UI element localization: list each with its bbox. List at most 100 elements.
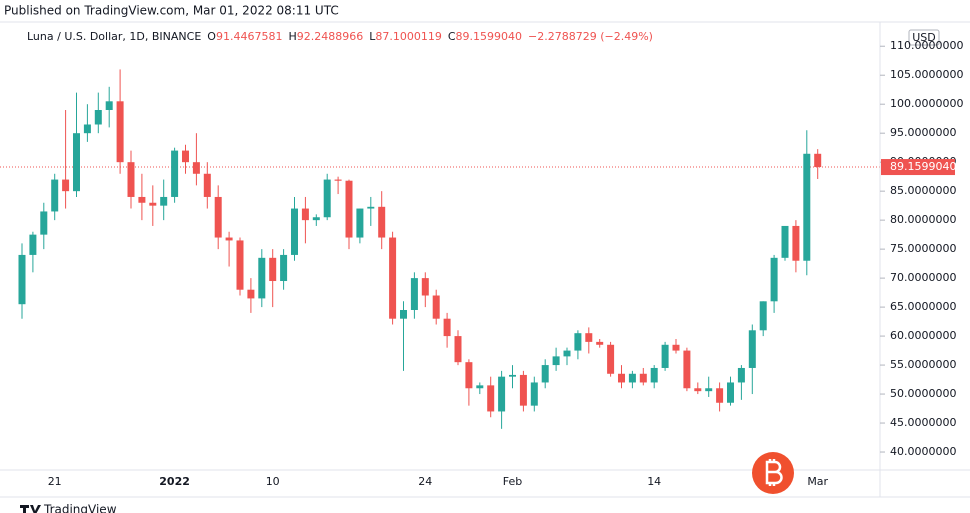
change: −2.2788729 (−2.49%): [528, 30, 653, 43]
candle-body: [498, 376, 506, 412]
candle-body: [149, 202, 157, 206]
candle-body: [301, 208, 309, 221]
candle-body: [83, 124, 91, 134]
candle-body: [62, 179, 70, 192]
o-value: 91.4467581: [216, 30, 282, 43]
candle-body: [182, 150, 189, 163]
candle-body: [694, 388, 702, 392]
brand-name: TradingView: [43, 503, 117, 513]
candle-body: [759, 301, 767, 331]
candle-body: [509, 374, 516, 377]
watermark-symbol: [765, 459, 783, 486]
candle-body: [29, 234, 37, 255]
candle-body: [138, 196, 146, 203]
c-label: C: [448, 30, 456, 43]
candle-body: [389, 237, 397, 319]
last-price-box: [881, 159, 955, 176]
candle-body: [716, 388, 724, 403]
x-tick-label: 14: [647, 475, 661, 488]
candle-body: [585, 333, 593, 342]
x-tick-label: 10: [266, 475, 280, 488]
candle-body: [476, 385, 484, 389]
candle-body: [367, 206, 375, 209]
candle-body: [618, 373, 625, 383]
y-tick-label: 55.0000000: [890, 358, 956, 371]
candle-body: [94, 110, 102, 125]
candle-body: [40, 211, 48, 235]
candle-body: [400, 310, 407, 319]
candle-body: [105, 101, 113, 110]
y-tick-label: 95.0000000: [890, 126, 956, 139]
o-label: O: [207, 30, 216, 43]
candle-body: [530, 382, 538, 406]
candle-body: [650, 367, 658, 383]
candle-body: [737, 367, 745, 383]
candle-body: [192, 162, 200, 174]
candle-body: [258, 257, 266, 299]
candle-body: [410, 278, 418, 310]
candle-body: [814, 153, 822, 168]
candle-body: [127, 162, 135, 197]
candle-body: [465, 362, 473, 389]
candle-body: [171, 150, 179, 197]
candle-body: [280, 254, 288, 282]
brand: TradingView: [20, 503, 117, 513]
currency-box[interactable]: [908, 29, 940, 46]
candle-body: [487, 385, 495, 412]
candle-body: [269, 257, 277, 282]
candle-body: [116, 101, 124, 163]
x-tick-label: Mar: [807, 475, 828, 488]
candle-body: [356, 208, 364, 238]
y-tick-label: 110.0000000: [890, 39, 963, 52]
y-tick-label: 65.0000000: [890, 300, 956, 313]
y-tick-label: 40.0000000: [890, 445, 956, 458]
candle-body: [312, 217, 320, 221]
h-label: H: [288, 30, 296, 43]
candle-body: [607, 344, 615, 374]
candle-body: [51, 179, 59, 212]
candle-body: [432, 295, 440, 319]
candle-body: [291, 208, 298, 255]
candle-body: [214, 196, 222, 238]
last-price-label: 89.1599040: [890, 160, 956, 173]
candle-body: [596, 341, 604, 345]
y-tick-label: 70.0000000: [890, 271, 956, 284]
candle-body: [672, 344, 680, 351]
currency[interactable]: USD: [912, 31, 936, 44]
candle-body: [18, 254, 26, 305]
candle-body: [683, 350, 691, 389]
candle-body: [781, 225, 789, 258]
candle-body: [639, 373, 647, 383]
candle-body: [628, 373, 636, 383]
y-tick-label: 60.0000000: [890, 329, 956, 342]
legend-title: Luna / U.S. Dollar, 1D, BINANCE: [27, 30, 201, 43]
l-value: 87.1000119: [375, 30, 441, 43]
candle-body: [552, 356, 560, 366]
candle-body: [73, 133, 80, 192]
candle-body: [345, 180, 353, 238]
candle-body: [748, 330, 756, 368]
x-tick-label: 2022: [159, 475, 190, 488]
candle-body: [421, 278, 429, 296]
candle-body: [160, 196, 168, 206]
candle-body: [378, 206, 386, 238]
y-tick-label: 100.0000000: [890, 97, 963, 110]
candle-body: [574, 333, 582, 351]
x-tick-label: 21: [48, 475, 62, 488]
legend: Luna / U.S. Dollar, 1D, BINANCE O91.44675…: [27, 30, 653, 43]
candle-body: [541, 365, 549, 383]
candle-body: [519, 374, 527, 406]
candle-body: [247, 289, 255, 299]
candle-body: [443, 318, 451, 337]
brand-logo: [20, 505, 41, 513]
candle-body: [563, 350, 571, 357]
y-tick-label: 80.0000000: [890, 213, 956, 226]
candle-body: [770, 257, 778, 302]
x-tick-label: 24: [418, 475, 432, 488]
l-label: L: [369, 30, 376, 43]
candle-body: [203, 173, 211, 197]
y-tick-label: 50.0000000: [890, 387, 956, 400]
y-tick-label: 45.0000000: [890, 416, 956, 429]
candle-body: [225, 237, 233, 241]
